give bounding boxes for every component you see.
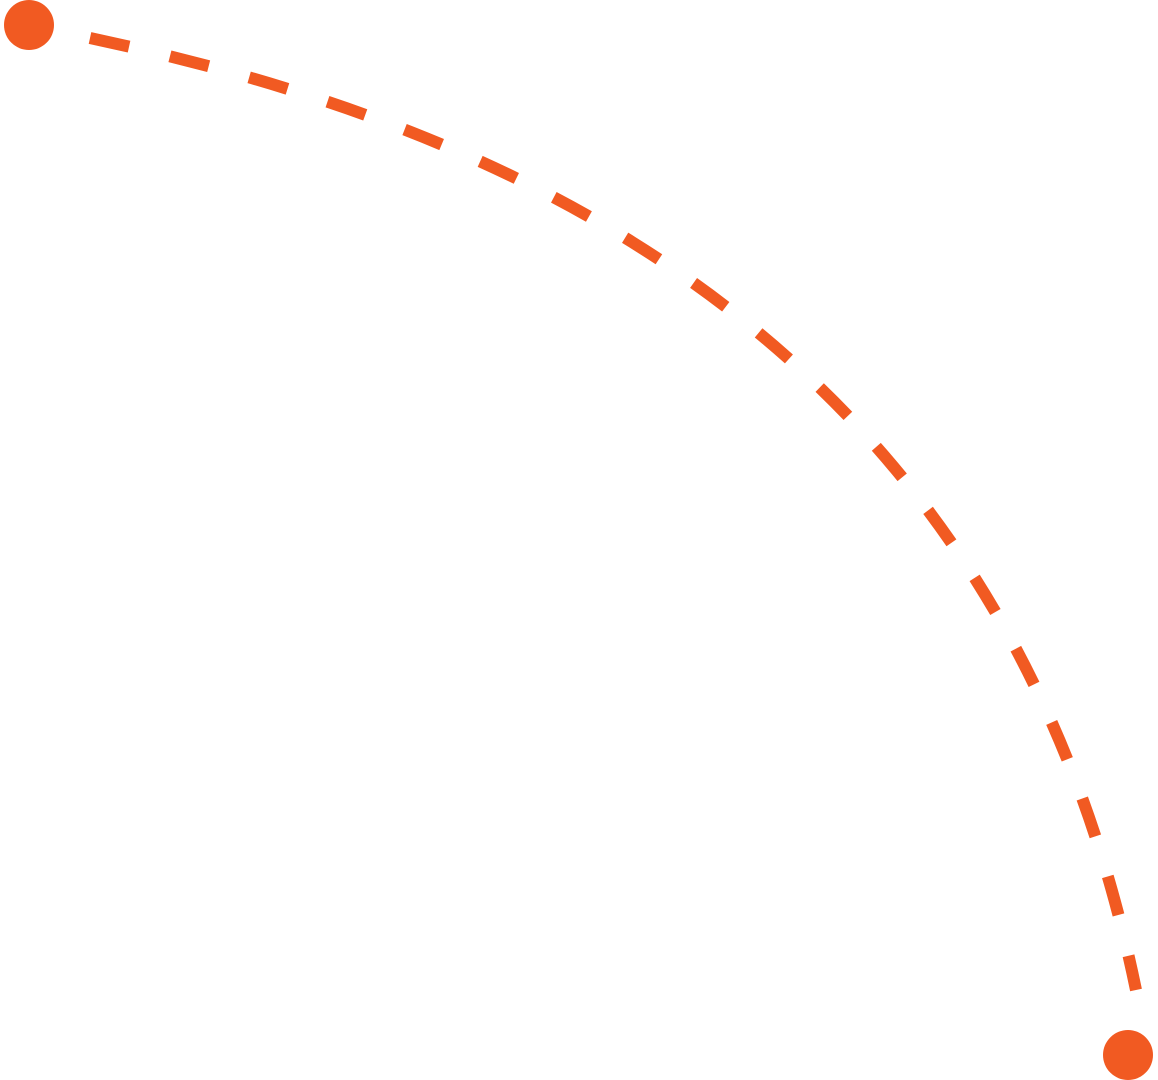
dashed-curve: [88, 32, 1142, 992]
end-dot: [1103, 1030, 1153, 1080]
start-dot: [4, 0, 54, 50]
